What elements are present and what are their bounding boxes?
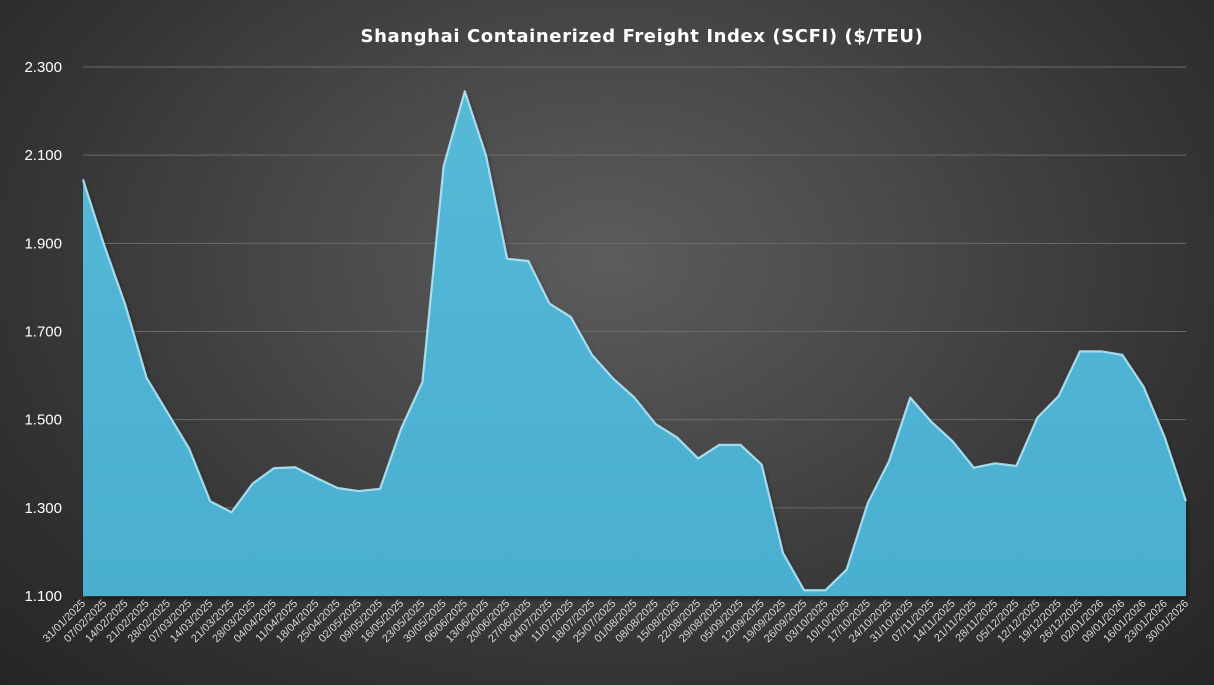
y-tick-label: 2.100 [24,147,62,164]
y-tick-label: 1.300 [24,500,62,517]
series-area-edge [81,90,1188,592]
y-tick-label: 2.300 [24,59,62,76]
area-series [81,90,1188,596]
y-tick-label: 1.700 [24,324,62,341]
y-tick-label: 1.100 [24,588,62,605]
chart-title: Shanghai Containerized Freight Index (SC… [361,26,924,47]
series-area-fill [83,91,1186,596]
y-axis-ticks: 1.100 1.300 1.500 1.700 1.900 2.100 2.300 [24,59,62,605]
y-tick-label: 1.500 [24,412,62,429]
x-axis-ticks: 31/01/202507/02/202514/02/202521/02/2025… [41,598,1191,645]
y-tick-label: 1.900 [24,235,62,252]
